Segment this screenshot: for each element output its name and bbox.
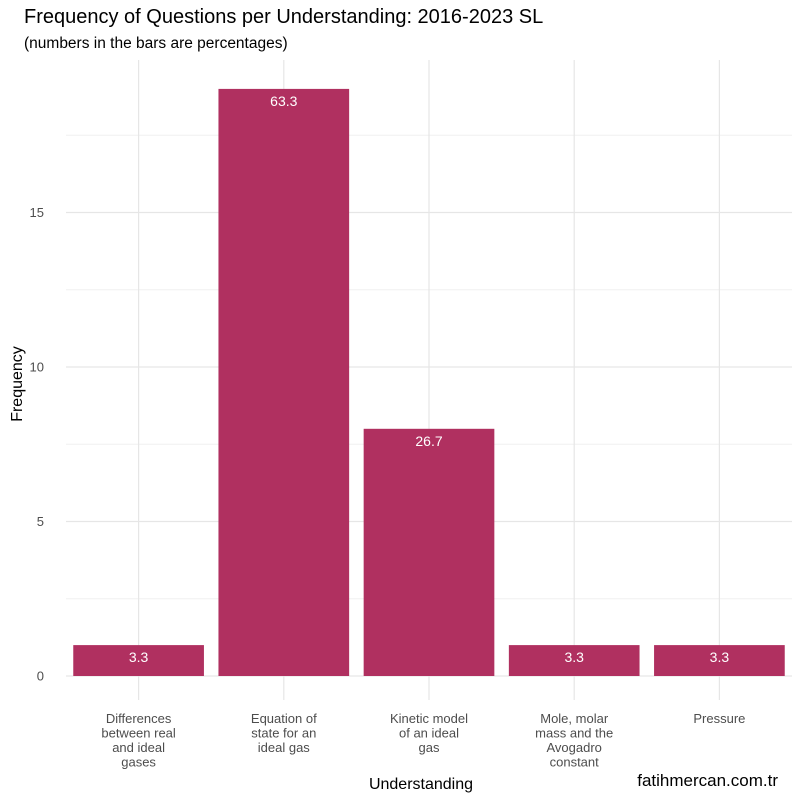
y-tick-label: 10 <box>30 360 44 375</box>
bar <box>508 645 640 676</box>
bar <box>218 88 350 676</box>
chart-title: Frequency of Questions per Understanding… <box>24 6 544 28</box>
x-tick-label: Mole, molar mass and the Avogadro constant <box>535 711 613 770</box>
bar <box>654 645 785 676</box>
bar-value-label: 26.7 <box>415 433 442 449</box>
bar <box>73 645 204 676</box>
bar-value-label: 3.3 <box>129 649 149 665</box>
bar-value-label: 3.3 <box>710 649 730 665</box>
source-caption: fatihmercan.com.tr <box>637 771 778 790</box>
y-axis-ticks: 0 5 10 15 <box>30 205 44 684</box>
bar-value-label: 63.3 <box>270 93 297 109</box>
y-axis-title: Frequency <box>9 346 26 422</box>
bar-value-labels: 3.3 63.3 26.7 3.3 3.3 <box>129 93 729 665</box>
x-axis-title: Understanding <box>369 776 473 793</box>
x-tick-label: Differences between real and ideal gases <box>101 711 176 770</box>
chart-subtitle: (numbers in the bars are percentages) <box>24 35 288 52</box>
y-tick-label: 5 <box>37 514 44 529</box>
x-tick-label: Equation of state for an ideal gas <box>251 711 317 755</box>
bars <box>73 88 785 676</box>
x-tick-label: Kinetic model of an ideal gas <box>390 711 468 755</box>
x-axis-ticks: Differences between real and ideal gases Equ… <box>101 711 745 770</box>
x-tick-label: Pressure <box>693 711 745 726</box>
y-tick-label: 15 <box>30 205 44 220</box>
bar <box>363 428 495 676</box>
y-tick-label: 0 <box>37 669 44 684</box>
bar-value-label: 3.3 <box>564 649 584 665</box>
